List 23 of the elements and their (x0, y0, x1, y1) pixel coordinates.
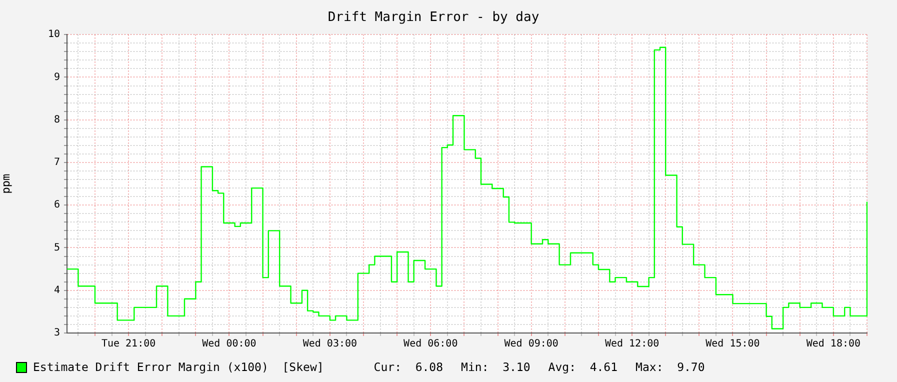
legend-label: Estimate Drift Error Margin (x100) [Skew] (33, 360, 324, 374)
y-tick-label: 6 (54, 200, 60, 211)
x-tick-label: Wed 06:00 (404, 338, 458, 350)
chart-title: Drift Margin Error - by day (328, 10, 540, 26)
x-tick-label: Wed 15:00 (706, 338, 760, 350)
x-tick-label: Wed 12:00 (604, 338, 660, 350)
y-tick-label: 9 (54, 72, 60, 83)
text: Max: 9.70 (636, 360, 705, 374)
x-tick-label: Wed 03:00 (302, 338, 358, 350)
text: Avg: 4.61 (548, 360, 618, 374)
x-tick-label: Wed 09:00 (504, 338, 558, 350)
x-tick-label: Tue 21:00 (101, 338, 156, 350)
x-tick-label: Wed 00:00 (202, 338, 256, 350)
y-tick-label: 7 (54, 157, 60, 168)
y-tick-label: 4 (54, 284, 60, 296)
text: Cur: 6.08 (374, 360, 444, 374)
y-tick-label: 10 (48, 29, 60, 40)
y-tick-label: 5 (54, 242, 60, 254)
x-tick-label: Wed 18:00 (806, 338, 861, 350)
y-tick-label: 8 (54, 114, 60, 126)
y-tick-label: 3 (54, 328, 60, 339)
text: Min: 3.10 (461, 360, 530, 374)
y-axis-title: ppm (0, 173, 12, 194)
